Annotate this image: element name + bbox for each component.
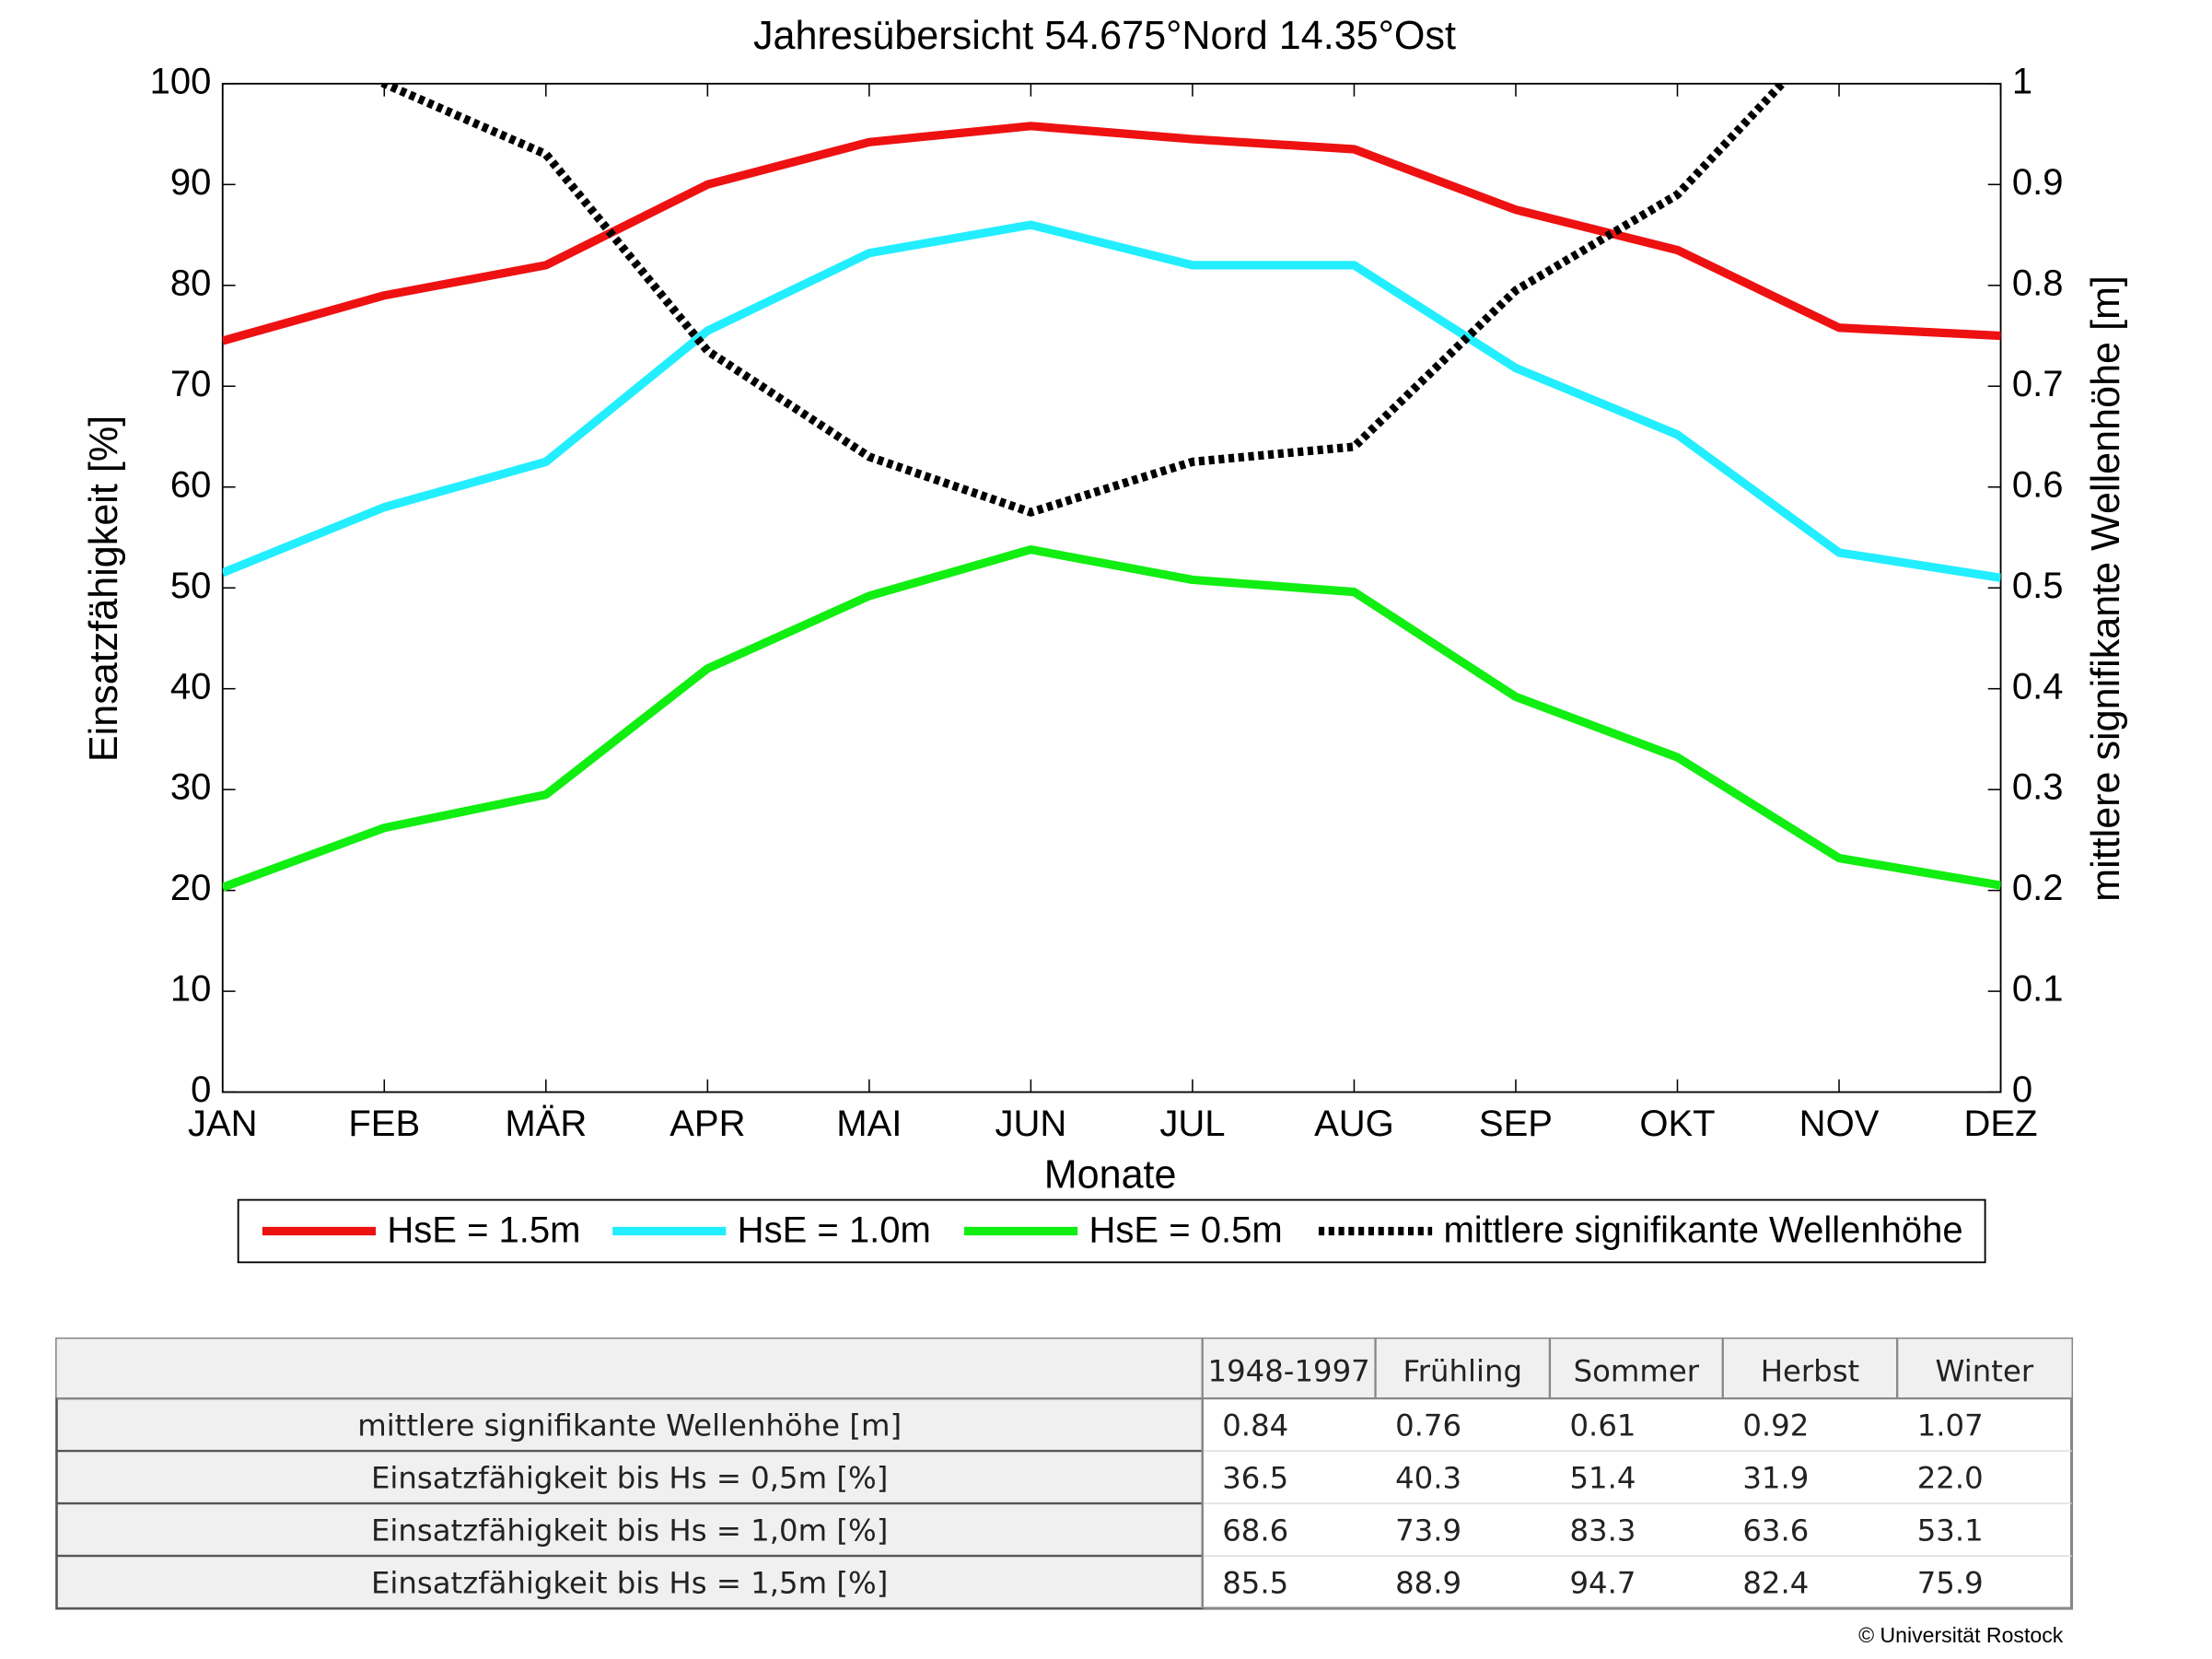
copyright: © Universität Rostock — [1858, 1623, 2064, 1647]
line — [222, 544, 2001, 892]
table-cell: 63.6 — [1742, 1513, 1809, 1548]
table-cell: 22.0 — [1917, 1461, 1984, 1496]
table-cell: 73.9 — [1395, 1513, 1461, 1548]
y-tick-label: 100 — [150, 61, 212, 101]
label-cell — [55, 1501, 1204, 1558]
table-cell: 83.3 — [1569, 1513, 1636, 1548]
table-cell: 94.7 — [1569, 1566, 1636, 1601]
table-cell: 40.3 — [1395, 1461, 1461, 1496]
x-tick-label: SEP — [1479, 1104, 1553, 1144]
label-cell — [55, 1449, 1204, 1505]
x-tick-label: JAN — [188, 1104, 258, 1144]
x-axis-label: Monate — [1044, 1152, 1177, 1197]
y-tick-label: 70 — [170, 364, 212, 404]
legend-label: HsE = 1.0m — [738, 1210, 931, 1251]
table-cell: 75.9 — [1917, 1566, 1984, 1601]
plot-lines — [222, 83, 2001, 892]
x-tick-label: JUN — [995, 1104, 1066, 1144]
legend-label: mittlere signifikante Wellenhöhe — [1443, 1210, 1962, 1251]
y2-axis-label: mittlere signifikante Wellenhöhe [m] — [2084, 275, 2128, 902]
x-tick-label: JUL — [1159, 1104, 1225, 1144]
label-cell — [55, 1554, 1204, 1610]
row-label: Einsatzfähigkeit bis Hs = 1,0m [%] — [371, 1513, 888, 1548]
y-axis-label: Einsatzfähigkeit [%] — [82, 415, 126, 762]
y2-tick-label: 1 — [2012, 61, 2032, 101]
table-cell: 0.84 — [1222, 1408, 1288, 1443]
y-tick-label: 90 — [170, 162, 212, 203]
x-tick-label: AUG — [1314, 1104, 1394, 1144]
x-tick-label: MÄR — [505, 1104, 587, 1144]
legend-label: HsE = 1.5m — [387, 1210, 580, 1251]
y-tick-label: 40 — [170, 666, 212, 707]
y2-tick-label: 0 — [2012, 1069, 2032, 1110]
header-bg — [56, 1338, 2072, 1399]
y-tick-label: 20 — [170, 868, 212, 908]
y2-tick-label: 0.4 — [2012, 666, 2064, 707]
table-header: 1948-1997 — [1208, 1353, 1370, 1388]
dotted-line — [374, 83, 1788, 517]
y2-tick-label: 0.2 — [2012, 868, 2064, 908]
x-tick-label: MAI — [836, 1104, 902, 1144]
table-cell: 82.4 — [1742, 1566, 1809, 1601]
y2-tick-label: 0.9 — [2012, 162, 2064, 203]
line — [222, 122, 2001, 345]
chart-title: Jahresübersicht 54.675°Nord 14.35°Ost — [753, 14, 1456, 58]
y-tick-label: 0 — [191, 1069, 211, 1110]
y2-tick-label: 0.5 — [2012, 566, 2064, 606]
table-cell: 88.9 — [1395, 1566, 1461, 1601]
table-cell: 0.92 — [1742, 1408, 1809, 1443]
table-cell: 85.5 — [1222, 1566, 1288, 1601]
row-label: Einsatzfähigkeit bis Hs = 0,5m [%] — [371, 1461, 888, 1496]
table-header: Frühling — [1403, 1353, 1522, 1388]
x-tick-label: OKT — [1639, 1104, 1715, 1144]
table-cell: 0.61 — [1569, 1408, 1636, 1443]
table-cell: 1.07 — [1917, 1408, 1984, 1443]
table-cell: 51.4 — [1569, 1461, 1636, 1496]
table-header: Winter — [1936, 1353, 2034, 1388]
y-tick-label: 60 — [170, 464, 212, 505]
y2-tick-label: 0.8 — [2012, 263, 2064, 303]
x-tick-label: DEZ — [1964, 1104, 2038, 1144]
y2-tick-label: 0.7 — [2012, 364, 2064, 404]
y2-tick-label: 0.3 — [2012, 767, 2064, 808]
y-tick-label: 50 — [170, 566, 212, 606]
table-header: Herbst — [1761, 1353, 1860, 1388]
table-cell: 0.76 — [1395, 1408, 1461, 1443]
table-cell: 68.6 — [1222, 1513, 1288, 1548]
y-tick-label: 10 — [170, 969, 212, 1010]
legend-label: HsE = 0.5m — [1089, 1210, 1283, 1251]
table-header: Sommer — [1574, 1353, 1700, 1388]
table-cell: 31.9 — [1742, 1461, 1809, 1496]
table-cell: 53.1 — [1917, 1513, 1984, 1548]
line — [222, 220, 2001, 582]
x-tick-label: NOV — [1799, 1104, 1880, 1144]
y-tick-label: 30 — [170, 767, 212, 808]
plot-frame — [221, 82, 2002, 1093]
y2-tick-label: 0.1 — [2012, 969, 2064, 1010]
x-tick-label: FEB — [348, 1104, 420, 1144]
y2-tick-label: 0.6 — [2012, 464, 2064, 505]
y-tick-label: 80 — [170, 263, 212, 303]
legend-box — [237, 1198, 1986, 1264]
row-label: mittlere signifikante Wellenhöhe [m] — [357, 1408, 902, 1443]
table-cell: 36.5 — [1222, 1461, 1288, 1496]
row-label: Einsatzfähigkeit bis Hs = 1,5m [%] — [371, 1566, 888, 1601]
x-tick-label: APR — [669, 1104, 745, 1144]
